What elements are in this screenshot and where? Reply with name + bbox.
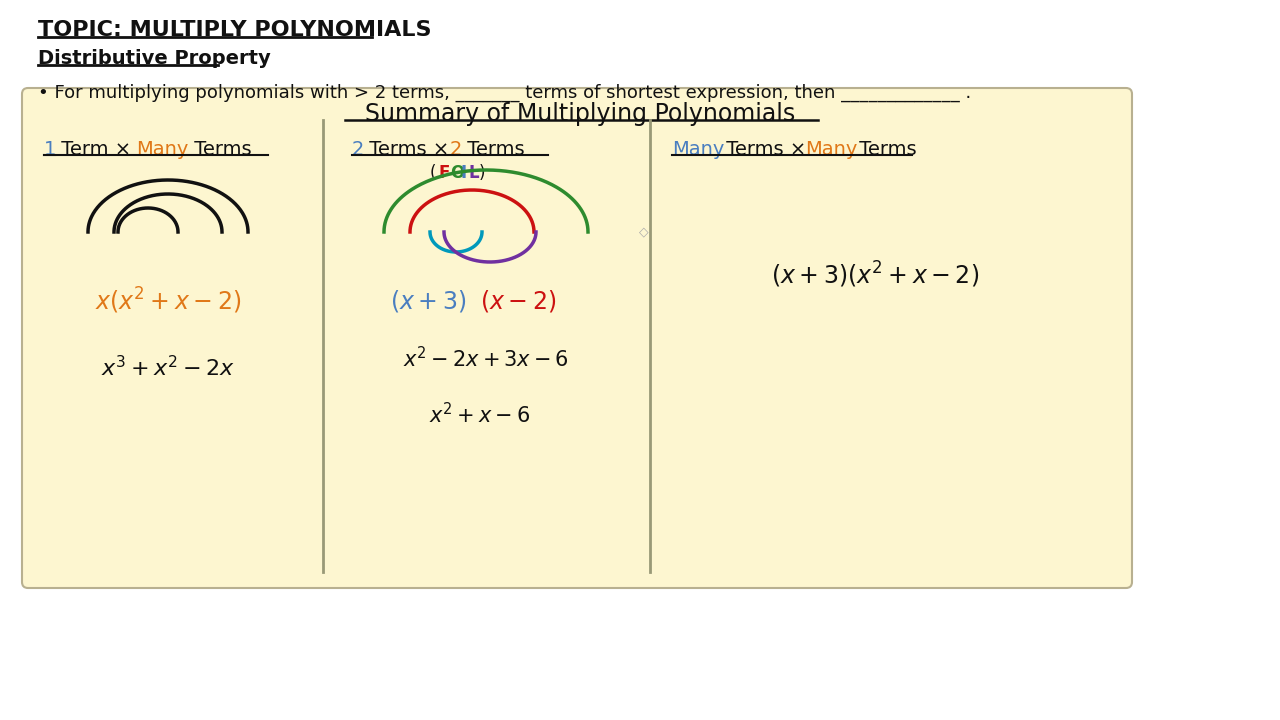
- Text: $x^3 + x^2 - 2x$: $x^3 + x^2 - 2x$: [101, 355, 236, 380]
- Text: $x^2 - 2x + 3x - 6$: $x^2 - 2x + 3x - 6$: [403, 346, 570, 372]
- Text: I: I: [461, 164, 467, 182]
- Text: $x(x^2 + x - 2)$: $x(x^2 + x - 2)$: [95, 286, 241, 316]
- Text: 2: 2: [352, 140, 365, 159]
- Text: TOPIC: MULTIPLY POLYNOMIALS: TOPIC: MULTIPLY POLYNOMIALS: [38, 20, 431, 40]
- Text: L: L: [468, 164, 480, 182]
- Text: Term ×: Term ×: [55, 140, 137, 159]
- Text: Terms: Terms: [852, 140, 916, 159]
- Text: Many: Many: [672, 140, 724, 159]
- Text: ◇: ◇: [639, 225, 649, 238]
- Text: Terms: Terms: [461, 140, 525, 159]
- Text: $(x + 3)(x^2 + x - 2)$: $(x + 3)(x^2 + x - 2)$: [771, 260, 979, 290]
- Text: Terms: Terms: [188, 140, 252, 159]
- Text: Many: Many: [805, 140, 858, 159]
- Text: ): ): [479, 164, 485, 182]
- FancyBboxPatch shape: [22, 88, 1132, 588]
- Text: Terms ×: Terms ×: [719, 140, 813, 159]
- Text: $(x + 3)$: $(x + 3)$: [390, 288, 466, 314]
- Text: Terms ×: Terms ×: [364, 140, 456, 159]
- Text: (: (: [430, 164, 436, 182]
- Text: Summary of Multiplying Polynomials: Summary of Multiplying Polynomials: [365, 102, 795, 126]
- Text: $(x - 2)$: $(x - 2)$: [480, 288, 557, 314]
- Text: F: F: [439, 164, 451, 182]
- Text: Many: Many: [136, 140, 188, 159]
- Text: 1: 1: [44, 140, 56, 159]
- Text: O: O: [451, 164, 465, 182]
- Text: Distributive Property: Distributive Property: [38, 49, 271, 68]
- Text: $x^2 + x - 6$: $x^2 + x - 6$: [429, 402, 531, 427]
- Text: • For multiplying polynomials with > 2 terms, _______ terms of shortest expressi: • For multiplying polynomials with > 2 t…: [38, 84, 972, 102]
- Text: 2: 2: [451, 140, 462, 159]
